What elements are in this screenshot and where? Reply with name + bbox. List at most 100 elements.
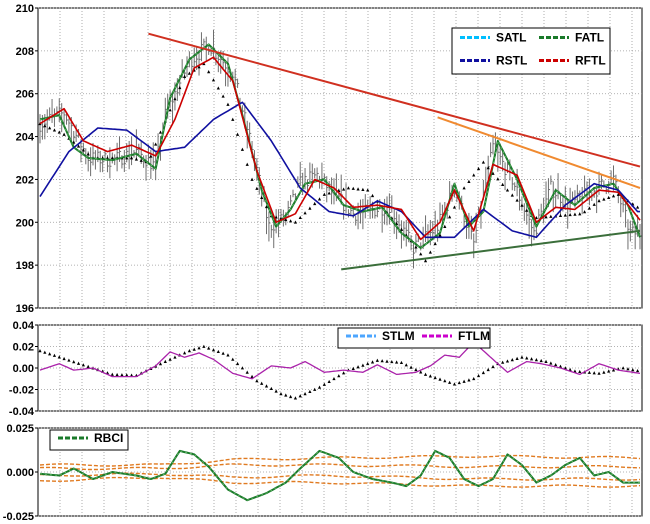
satl-marker xyxy=(568,212,572,217)
satl-marker xyxy=(81,148,85,152)
stlm-marker xyxy=(313,387,317,391)
stlm-marker xyxy=(298,394,302,398)
stlm-marker xyxy=(554,362,558,367)
satl-marker xyxy=(467,179,471,183)
rbci-line-highlight xyxy=(39,450,640,501)
stlm-marker xyxy=(380,359,384,363)
satl-marker xyxy=(313,201,317,206)
stlm-marker xyxy=(327,379,331,384)
stlm-marker xyxy=(43,350,47,354)
stlm-marker xyxy=(414,367,418,372)
satl-marker xyxy=(52,128,57,132)
stlm-marker xyxy=(433,375,437,380)
satl-marker xyxy=(173,97,177,101)
stlm-marker xyxy=(563,366,567,370)
stlm-marker xyxy=(38,349,42,353)
satl-marker xyxy=(592,202,596,206)
rbci-plot-frame xyxy=(37,427,643,517)
stlm-marker xyxy=(544,359,548,363)
stlm-marker xyxy=(520,355,524,359)
satl-marker xyxy=(187,71,191,75)
stlm-marker xyxy=(115,372,119,377)
stlm-marker xyxy=(486,367,490,372)
legend-label: FTLM xyxy=(458,329,490,343)
satl-marker xyxy=(327,191,331,195)
rbci-legend: RBCI xyxy=(49,429,129,451)
stlm-marker xyxy=(279,392,283,396)
rbci-band-line xyxy=(39,454,641,467)
stlm-marker xyxy=(245,370,249,374)
legend-item-rbci: RBCI xyxy=(58,431,123,445)
stlm-marker xyxy=(163,359,167,363)
satl-marker xyxy=(255,186,259,190)
stlm-marker xyxy=(549,361,553,365)
stlm-marker xyxy=(375,358,379,362)
satl-marker xyxy=(491,171,495,175)
stlm-marker xyxy=(67,358,71,362)
price-series xyxy=(38,43,641,263)
satl-marker xyxy=(129,156,134,160)
satl-marker xyxy=(558,213,563,218)
satl-marker xyxy=(105,156,110,160)
stlm-marker xyxy=(525,356,529,360)
y-tick-label: -0.04 xyxy=(9,406,35,418)
legend-box xyxy=(49,429,129,451)
legend-label: SATL xyxy=(496,31,526,45)
legend-label: RFTL xyxy=(575,54,606,68)
y-tick-label: 208 xyxy=(16,46,34,58)
y-tick-label: 210 xyxy=(16,3,34,15)
satl-marker xyxy=(448,215,452,219)
stlm-marker xyxy=(472,376,476,381)
y-tick-label: 196 xyxy=(16,303,34,315)
satl-marker xyxy=(496,177,500,181)
stlm-marker xyxy=(269,386,273,391)
satl-marker xyxy=(361,187,365,192)
stlm-marker xyxy=(592,371,596,375)
satl-marker xyxy=(573,212,577,216)
stlm-marker xyxy=(158,362,163,366)
stlm-marker xyxy=(303,392,307,396)
satl-marker xyxy=(423,259,428,263)
stlm-marker xyxy=(467,378,471,382)
stlm-ftlm-panel: 0.04 0.02 0.00 -0.02 -0.04 STLM FTLM xyxy=(9,320,643,418)
stlm-marker xyxy=(187,349,191,353)
stlm-marker xyxy=(587,370,591,374)
stlm-marker xyxy=(361,363,365,367)
stlm-marker xyxy=(505,359,510,363)
stlm-marker xyxy=(409,365,413,369)
y-tick-label: 0.00 xyxy=(13,363,34,375)
stlm-marker xyxy=(76,361,81,365)
legend-item-rstl: RSTL xyxy=(460,54,527,68)
satl-marker xyxy=(240,147,245,151)
satl-marker xyxy=(549,214,553,218)
satl-marker xyxy=(370,193,375,198)
stlm-marker xyxy=(207,346,211,350)
satl-marker xyxy=(366,188,370,192)
satl-marker xyxy=(414,245,418,249)
satl-marker xyxy=(134,157,138,161)
satl-marker xyxy=(76,144,81,148)
price-panel: 196 198 200 202 204 206 208 210 SATL FATL RSTL RFT… xyxy=(16,3,643,315)
satl-marker xyxy=(293,220,298,224)
stlm-marker xyxy=(231,357,235,361)
stlm-marker xyxy=(293,396,298,400)
stlm-ftlm-grid xyxy=(38,324,642,412)
stlm-marker xyxy=(192,347,196,351)
stlm-marker xyxy=(48,352,52,356)
satl-marker xyxy=(221,94,225,98)
stlm-marker xyxy=(86,364,90,368)
satl-marker xyxy=(433,241,437,246)
satl-marker xyxy=(505,188,510,192)
satl-marker xyxy=(476,166,481,171)
satl-marker xyxy=(264,204,269,209)
stlm-marker xyxy=(370,360,375,364)
stlm-marker xyxy=(351,366,355,370)
stlm-marker xyxy=(568,367,572,372)
satl-marker xyxy=(211,78,216,82)
satl-marker xyxy=(235,132,240,136)
satl-marker xyxy=(139,158,143,162)
satl-marker xyxy=(515,198,519,202)
rstl-line xyxy=(39,101,640,239)
stlm-ftlm-series xyxy=(38,341,641,400)
